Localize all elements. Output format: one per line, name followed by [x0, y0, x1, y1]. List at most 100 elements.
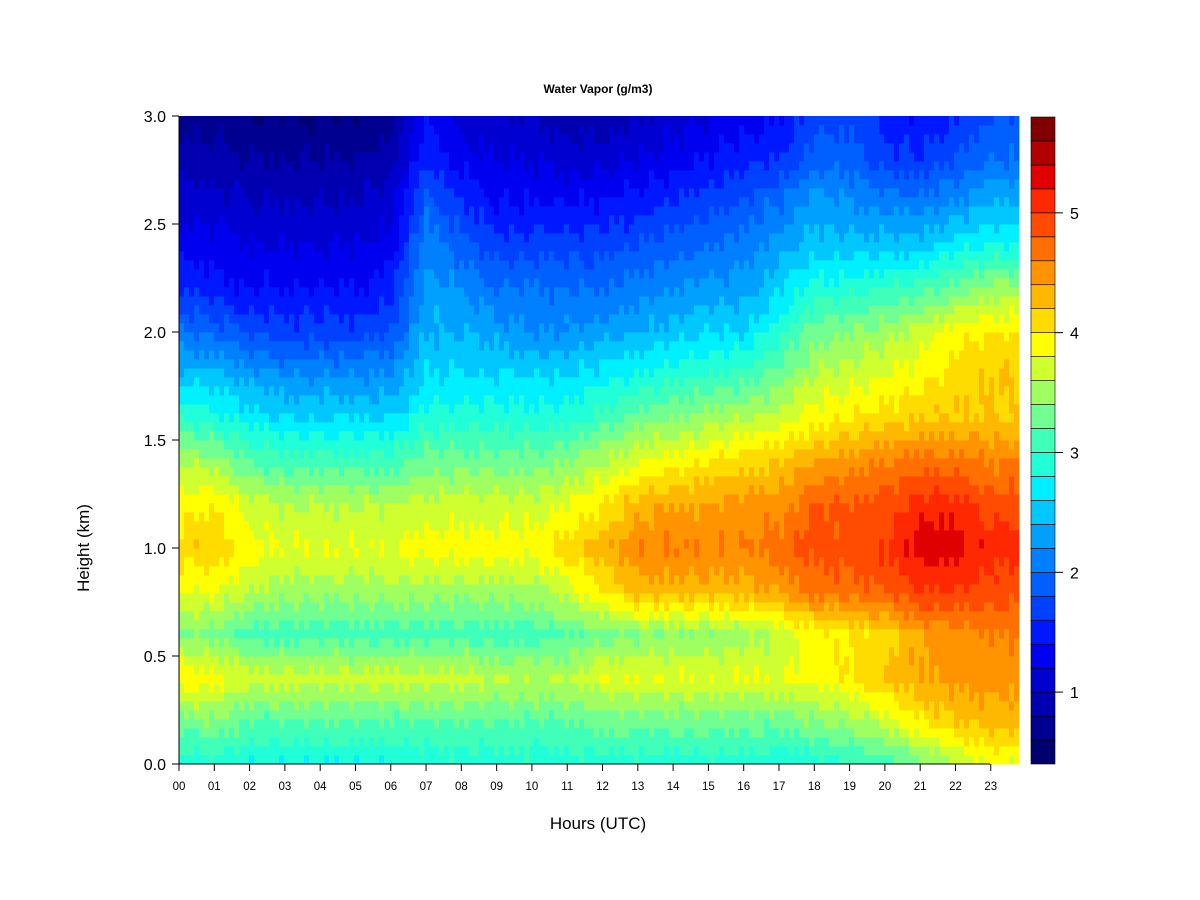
- heatmap-cell: [209, 548, 215, 558]
- heatmap-cell: [684, 584, 690, 594]
- heatmap-cell: [924, 719, 930, 729]
- heatmap-cell: [964, 710, 970, 720]
- heatmap-cell: [329, 575, 335, 585]
- heatmap-cell: [249, 656, 255, 666]
- heatmap-cell: [619, 602, 625, 612]
- heatmap-cell: [899, 719, 905, 729]
- heatmap-cell: [394, 539, 400, 549]
- heatmap-cell: [839, 602, 845, 612]
- heatmap-cell: [599, 656, 605, 666]
- heatmap-cell: [414, 584, 420, 594]
- heatmap-cell: [579, 548, 585, 558]
- heatmap-cell: [239, 647, 245, 657]
- heatmap-cell: [814, 620, 820, 630]
- heatmap-cell: [864, 593, 870, 603]
- heatmap-cell: [1004, 602, 1010, 612]
- heatmap-cell: [939, 521, 945, 531]
- heatmap-cell: [654, 602, 660, 612]
- heatmap-cell: [769, 647, 775, 657]
- heatmap-cell: [454, 746, 460, 756]
- heatmap-cell: [524, 602, 530, 612]
- heatmap-cell: [284, 620, 290, 630]
- heatmap-cell: [519, 611, 525, 621]
- heatmap-cell: [869, 593, 875, 603]
- heatmap-cell: [589, 611, 595, 621]
- heatmap-cell: [719, 530, 725, 540]
- heatmap-cell: [249, 539, 255, 549]
- heatmap-cell: [334, 710, 340, 720]
- heatmap-cell: [394, 620, 400, 630]
- heatmap-cell: [554, 629, 560, 639]
- heatmap-cell: [909, 584, 915, 594]
- heatmap-cell: [799, 737, 805, 747]
- heatmap-cell: [464, 611, 470, 621]
- heatmap-cell: [409, 539, 415, 549]
- heatmap-cell: [739, 512, 745, 522]
- heatmap-cell: [794, 539, 800, 549]
- heatmap-cell: [239, 593, 245, 603]
- heatmap-cell: [444, 692, 450, 702]
- heatmap-cell: [974, 512, 980, 522]
- heatmap-cell: [339, 746, 345, 756]
- heatmap-cell: [1009, 548, 1015, 558]
- heatmap-cell: [584, 755, 590, 765]
- heatmap-cell: [404, 755, 410, 765]
- heatmap-cell: [1014, 593, 1020, 603]
- heatmap-cell: [994, 728, 1000, 738]
- heatmap-cell: [814, 530, 820, 540]
- heatmap-cell: [984, 638, 990, 648]
- heatmap-cell: [789, 494, 795, 504]
- heatmap-cell: [654, 746, 660, 756]
- heatmap-cell: [894, 602, 900, 612]
- heatmap-cell: [659, 647, 665, 657]
- heatmap-cell: [764, 629, 770, 639]
- heatmap-cell: [844, 755, 850, 765]
- heatmap-cell: [494, 530, 500, 540]
- heatmap-cell: [924, 683, 930, 693]
- heatmap-cell: [654, 620, 660, 630]
- heatmap-cell: [384, 548, 390, 558]
- heatmap-cell: [839, 521, 845, 531]
- heatmap-cell: [669, 620, 675, 630]
- heatmap-cell: [794, 656, 800, 666]
- heatmap-cell: [689, 503, 695, 513]
- heatmap-cell: [769, 683, 775, 693]
- heatmap-cell: [714, 602, 720, 612]
- heatmap-cell: [264, 566, 270, 576]
- heatmap-cell: [844, 719, 850, 729]
- heatmap-cell: [184, 737, 190, 747]
- heatmap-cell: [459, 656, 465, 666]
- heatmap-cell: [719, 539, 725, 549]
- heatmap-cell: [419, 602, 425, 612]
- heatmap-cell: [559, 530, 565, 540]
- heatmap-cell: [459, 611, 465, 621]
- heatmap-cell: [184, 728, 190, 738]
- heatmap-cell: [709, 611, 715, 621]
- heatmap-cell: [384, 530, 390, 540]
- heatmap-cell: [274, 584, 280, 594]
- heatmap-cell: [184, 530, 190, 540]
- heatmap-cell: [919, 512, 925, 522]
- heatmap-cell: [239, 566, 245, 576]
- heatmap-cell: [254, 575, 260, 585]
- heatmap-cell: [974, 539, 980, 549]
- heatmap-cell: [1009, 539, 1015, 549]
- heatmap-cell: [494, 602, 500, 612]
- heatmap-cell: [884, 620, 890, 630]
- heatmap-cell: [704, 611, 710, 621]
- heatmap-cell: [729, 665, 735, 675]
- heatmap-cell: [234, 494, 240, 504]
- heatmap-cell: [684, 665, 690, 675]
- heatmap-cell: [804, 521, 810, 531]
- heatmap-cell: [804, 692, 810, 702]
- heatmap-cell: [184, 494, 190, 504]
- heatmap-cell: [879, 629, 885, 639]
- heatmap-cell: [524, 584, 530, 594]
- heatmap-cell: [509, 611, 515, 621]
- heatmap-cell: [959, 539, 965, 549]
- heatmap-cell: [354, 656, 360, 666]
- heatmap-cell: [634, 737, 640, 747]
- heatmap-cell: [629, 755, 635, 765]
- heatmap-cell: [554, 728, 560, 738]
- heatmap-cell: [349, 548, 355, 558]
